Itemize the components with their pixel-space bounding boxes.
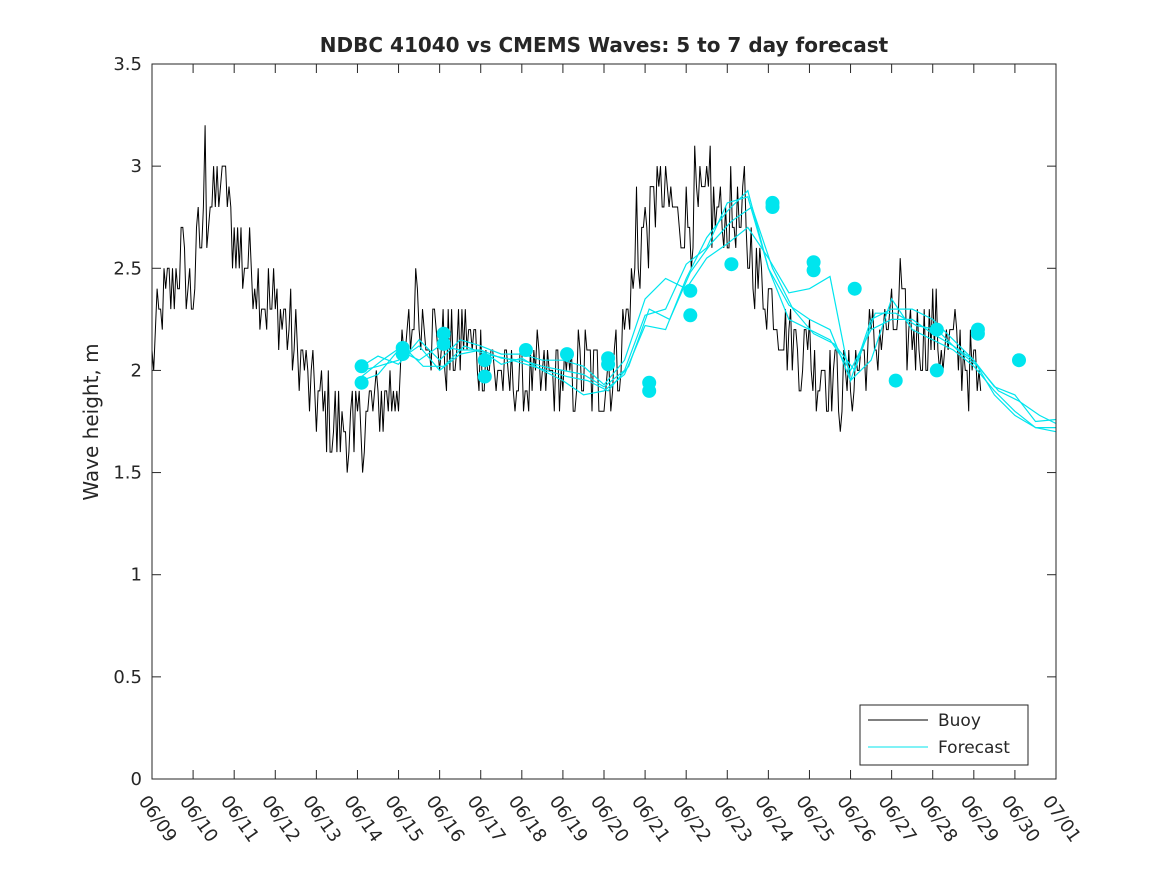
chart-title: NDBC 41040 vs CMEMS Waves: 5 to 7 day fo…	[320, 33, 889, 57]
forecast-marker	[765, 195, 780, 210]
y-tick-label: 1	[131, 565, 142, 586]
forecast-marker	[518, 343, 533, 357]
forecast-marker	[929, 322, 944, 337]
forecast-marker	[601, 357, 616, 372]
forecast-marker	[560, 347, 574, 362]
forecast-marker	[970, 326, 985, 341]
y-tick-label: 0	[131, 769, 142, 790]
forecast-marker	[436, 336, 451, 351]
forecast-marker	[354, 375, 369, 390]
y-tick-label: 2.5	[113, 258, 142, 279]
y-tick-label: 1.5	[113, 463, 142, 484]
forecast-marker	[724, 257, 739, 272]
plot-background	[152, 64, 1056, 779]
forecast-marker	[888, 373, 903, 388]
buoy-series	[151, 125, 982, 473]
forecast-marker	[477, 353, 492, 368]
y-tick-label: 3.5	[113, 54, 142, 75]
y-tick-label: 3	[131, 156, 142, 177]
forecast-marker	[1012, 353, 1026, 368]
forecast-marker	[683, 308, 698, 323]
forecast-marker	[642, 383, 657, 398]
y-axis-label: Wave height, m	[79, 343, 103, 500]
forecast-line-4	[361, 206, 1057, 425]
forecast-marker	[683, 283, 698, 298]
legend-label-forecast: Forecast	[938, 738, 1010, 758]
forecast-marker	[806, 263, 821, 278]
forecast-marker	[436, 326, 451, 341]
legend-label-buoy: Buoy	[938, 711, 981, 731]
forecast-marker	[395, 347, 410, 362]
forecast-marker	[354, 359, 369, 374]
y-axis-ticks: 0 0.5 1 1.5 2 2.5 3 3.5	[113, 54, 1056, 790]
y-tick-label: 0.5	[113, 667, 142, 688]
plot-area	[151, 63, 1057, 780]
buoy-line	[151, 125, 982, 473]
legend: Buoy Forecast	[859, 704, 1029, 766]
forecast-line-3	[361, 189, 1057, 433]
forecast-marker	[847, 281, 862, 296]
y-tick-label: 2	[131, 360, 142, 381]
forecast-markers	[354, 195, 1026, 398]
forecast-marker	[929, 363, 944, 378]
forecast-marker	[477, 369, 492, 384]
legend-box	[859, 704, 1029, 766]
